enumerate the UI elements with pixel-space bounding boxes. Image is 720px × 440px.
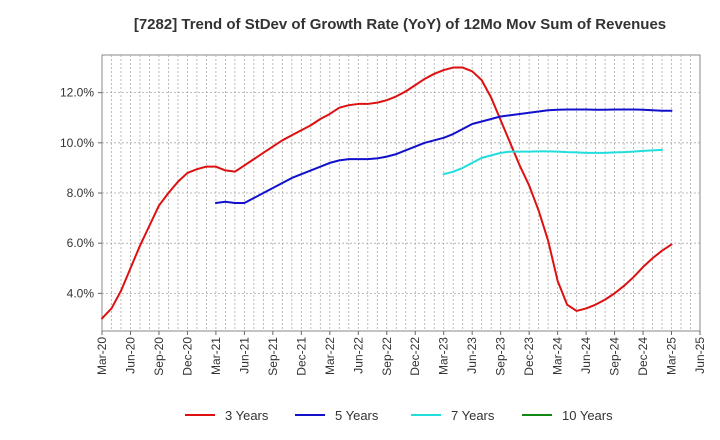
x-tick-label: Mar-21	[209, 337, 223, 375]
y-tick-label: 10.0%	[60, 136, 94, 150]
series-line-5-years	[214, 108, 673, 205]
x-axis: Mar-20 Jun-20 Sep-20 Dec-20 Mar-21 Jun-21 Sep-…	[95, 331, 707, 376]
x-tick-label: Jun-21	[237, 337, 251, 374]
plot-area	[101, 54, 701, 332]
x-tick-label: Mar-25	[665, 337, 679, 375]
plot-background	[101, 54, 701, 332]
legend: 3 Years 5 Years 7 Years 10 Years	[185, 408, 613, 423]
x-tick-label: Mar-22	[323, 337, 337, 375]
y-axis: 4.0% 6.0% 8.0% 10.0% 12.0%	[60, 86, 102, 300]
x-tick-label: Jun-20	[123, 337, 137, 374]
x-tick-label: Sep-24	[608, 337, 622, 376]
x-tick-label: Dec-22	[408, 337, 422, 376]
x-tick-label: Dec-21	[294, 337, 308, 376]
series-line-3-years	[101, 66, 673, 320]
x-tick-label: Sep-21	[266, 337, 280, 376]
x-tick-label: Mar-20	[95, 337, 109, 375]
series-lines	[101, 66, 673, 320]
x-tick-label: Jun-23	[465, 337, 479, 374]
x-tick-label: Dec-24	[636, 337, 650, 376]
chart-title: [7282] Trend of StDev of Growth Rate (Yo…	[134, 16, 666, 33]
y-tick-label: 6.0%	[67, 236, 95, 250]
x-tick-label: Mar-24	[551, 337, 565, 375]
series-line-7-years	[442, 148, 664, 176]
legend-label: 7 Years	[451, 408, 495, 423]
legend-label: 3 Years	[225, 408, 269, 423]
x-tick-label: Dec-20	[180, 337, 194, 376]
x-tick-label: Sep-20	[152, 337, 166, 376]
x-tick-label: Sep-23	[494, 337, 508, 376]
legend-label: 5 Years	[335, 408, 379, 423]
x-tick-label: Jun-25	[693, 337, 707, 374]
y-tick-label: 12.0%	[60, 86, 94, 100]
y-tick-label: 4.0%	[67, 286, 95, 300]
x-tick-label: Jun-22	[351, 337, 365, 374]
x-tick-label: Dec-23	[522, 337, 536, 376]
x-tick-label: Mar-23	[437, 337, 451, 375]
x-tick-label: Jun-24	[579, 337, 593, 374]
y-tick-label: 8.0%	[67, 186, 95, 200]
legend-label: 10 Years	[562, 408, 613, 423]
x-tick-label: Sep-22	[380, 337, 394, 376]
